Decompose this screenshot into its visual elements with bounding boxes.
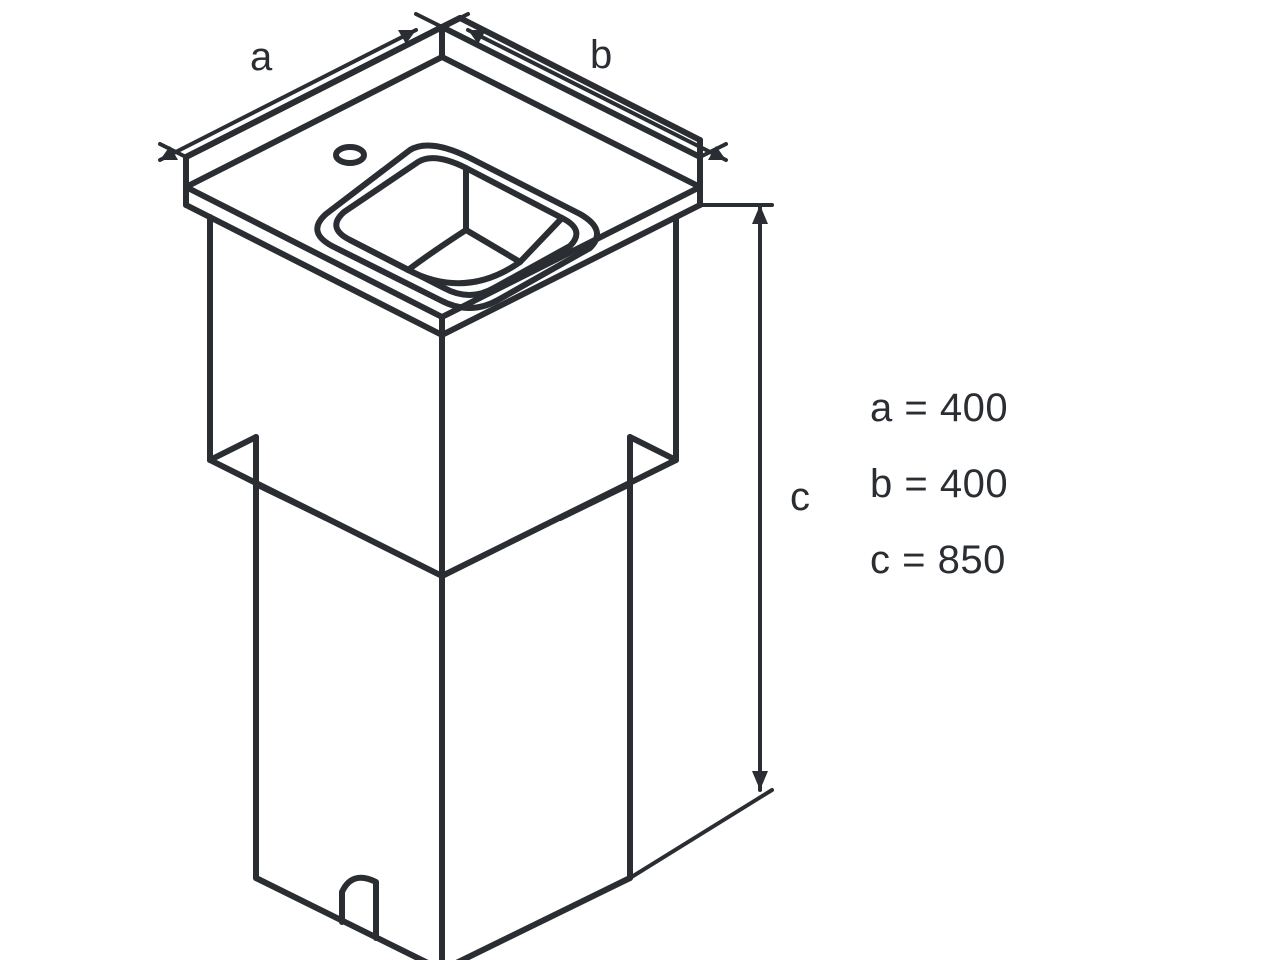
dimension-a	[160, 14, 442, 160]
dimension-b	[442, 14, 726, 160]
countertop-top	[186, 57, 700, 317]
tap-hole	[336, 147, 364, 163]
dim-label-a: a	[250, 35, 273, 79]
legend-c: c = 850	[870, 522, 1008, 598]
dimension-c	[630, 205, 772, 878]
dim-label-b: b	[590, 33, 612, 77]
legend-b: b = 400	[870, 446, 1008, 522]
dimensions-legend: a = 400 b = 400 c = 850	[870, 370, 1008, 598]
legend-a: a = 400	[870, 370, 1008, 446]
diagram-canvas: a b c a = 400 b = 400 c = 850	[0, 0, 1280, 960]
sink-technical-drawing: a b c	[0, 0, 1280, 960]
dim-label-c: c	[790, 475, 810, 519]
